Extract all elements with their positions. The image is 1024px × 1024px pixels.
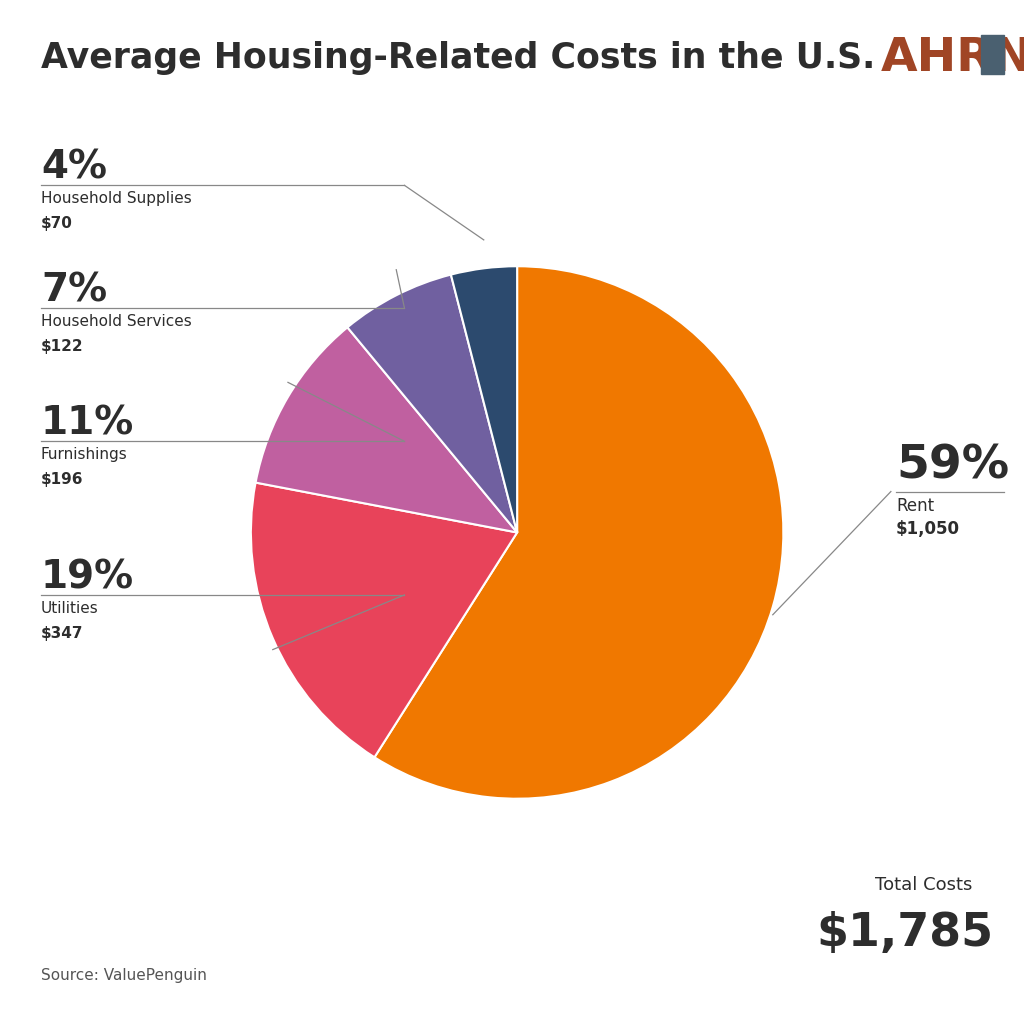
Text: $1,785: $1,785 xyxy=(816,911,993,956)
Text: Utilities: Utilities xyxy=(41,601,98,616)
Text: $347: $347 xyxy=(41,626,84,641)
Text: Source: ValuePenguin: Source: ValuePenguin xyxy=(41,968,207,983)
Text: 59%: 59% xyxy=(896,443,1009,488)
Text: Rent: Rent xyxy=(896,497,934,515)
Text: $122: $122 xyxy=(41,339,84,354)
Text: 4%: 4% xyxy=(41,148,106,186)
Wedge shape xyxy=(256,328,517,532)
Text: Total Costs: Total Costs xyxy=(876,876,973,894)
Text: 11%: 11% xyxy=(41,404,134,442)
Text: Average Housing-Related Costs in the U.S.: Average Housing-Related Costs in the U.S… xyxy=(41,41,876,75)
Text: AHRN: AHRN xyxy=(881,36,1024,81)
Wedge shape xyxy=(451,266,517,532)
Text: Household Services: Household Services xyxy=(41,314,191,330)
Wedge shape xyxy=(251,482,517,758)
Text: Furnishings: Furnishings xyxy=(41,447,128,463)
Text: Household Supplies: Household Supplies xyxy=(41,191,191,207)
Text: 19%: 19% xyxy=(41,558,134,596)
Wedge shape xyxy=(375,266,783,799)
Text: 7%: 7% xyxy=(41,271,108,309)
Text: $196: $196 xyxy=(41,472,84,487)
Text: $70: $70 xyxy=(41,216,73,231)
Wedge shape xyxy=(347,274,517,532)
Text: $1,050: $1,050 xyxy=(896,520,961,539)
